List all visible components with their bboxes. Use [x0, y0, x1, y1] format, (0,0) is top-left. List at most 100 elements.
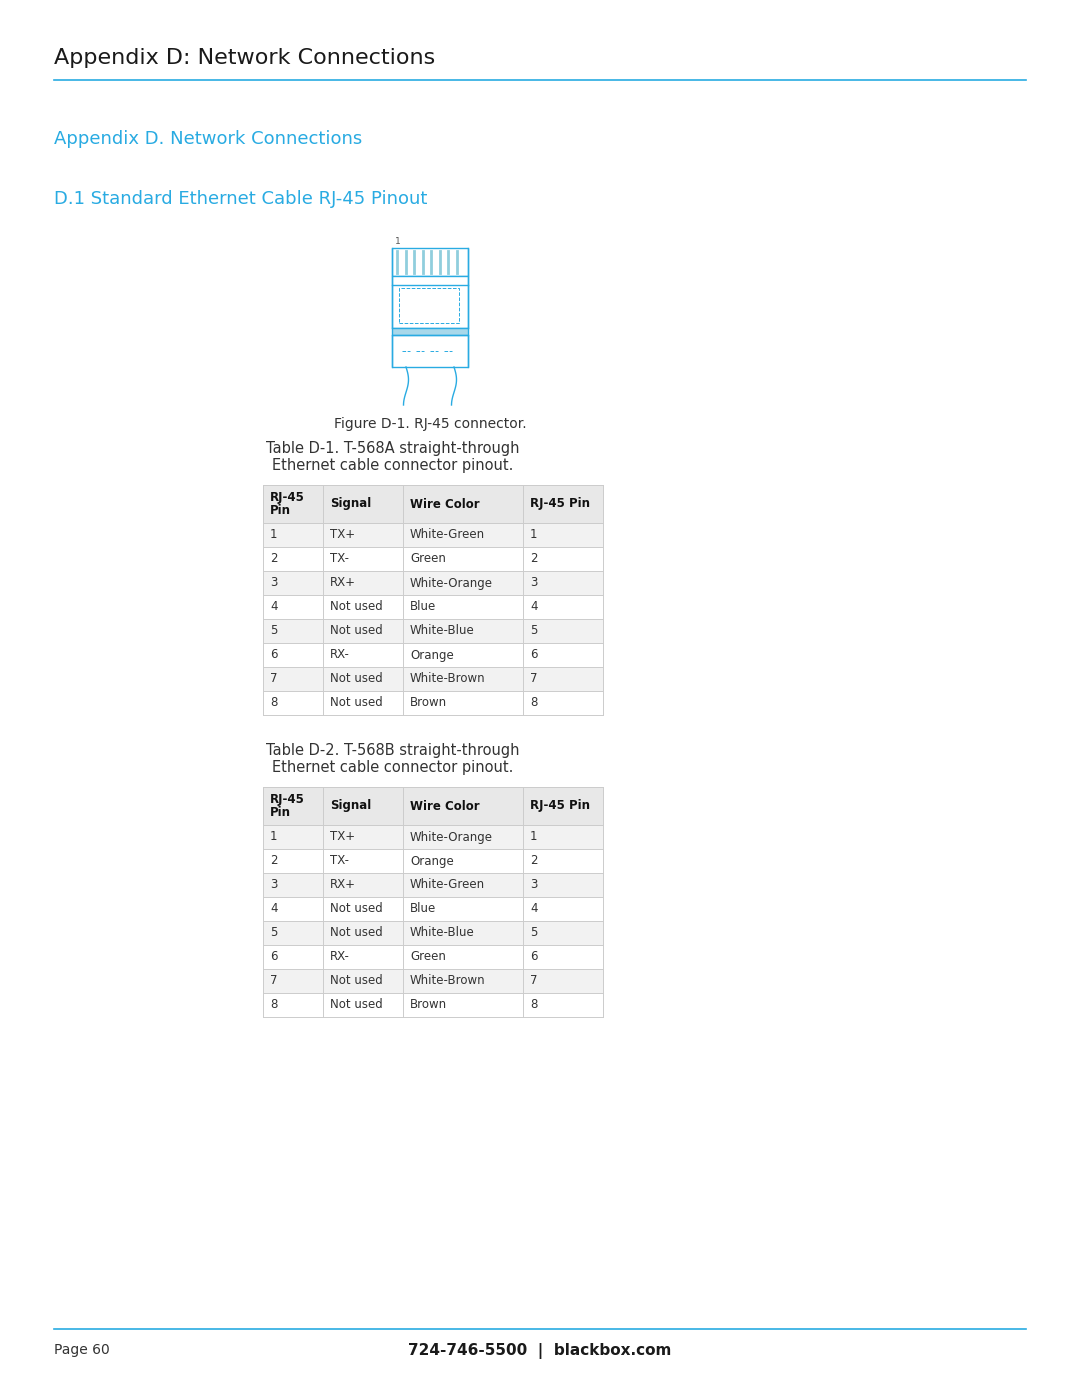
Text: Not used: Not used — [330, 697, 382, 710]
Text: 2: 2 — [270, 855, 278, 868]
Text: 3: 3 — [270, 879, 278, 891]
Bar — [264, 787, 603, 826]
Text: Page 60: Page 60 — [54, 1343, 110, 1356]
Bar — [392, 277, 468, 328]
Text: 7: 7 — [530, 975, 538, 988]
Text: 3: 3 — [270, 577, 278, 590]
Text: 8: 8 — [530, 697, 538, 710]
Text: Blue: Blue — [410, 902, 436, 915]
Text: White-Orange: White-Orange — [410, 830, 492, 844]
Text: Pin: Pin — [270, 504, 291, 517]
Bar — [264, 548, 603, 571]
Text: Not used: Not used — [330, 999, 382, 1011]
Text: Not used: Not used — [330, 624, 382, 637]
Bar — [264, 849, 603, 873]
Text: Pin: Pin — [270, 806, 291, 820]
Bar — [392, 335, 468, 367]
Text: Appendix D. Network Connections: Appendix D. Network Connections — [54, 130, 362, 148]
Text: 7: 7 — [530, 672, 538, 686]
Text: 4: 4 — [530, 902, 538, 915]
Text: Signal: Signal — [330, 799, 372, 813]
Bar — [264, 595, 603, 619]
Text: 1: 1 — [270, 528, 278, 542]
Text: Not used: Not used — [330, 672, 382, 686]
Text: 6: 6 — [530, 648, 538, 662]
Text: RJ-45: RJ-45 — [270, 492, 305, 504]
Text: 8: 8 — [530, 999, 538, 1011]
Text: White-Blue: White-Blue — [410, 624, 475, 637]
Text: White-Brown: White-Brown — [410, 975, 486, 988]
Text: Green: Green — [410, 950, 446, 964]
Text: RX+: RX+ — [330, 879, 356, 891]
Bar — [264, 619, 603, 643]
Bar — [392, 249, 468, 277]
Text: 5: 5 — [530, 624, 538, 637]
Text: 5: 5 — [530, 926, 538, 940]
Text: 2: 2 — [530, 855, 538, 868]
Text: White-Brown: White-Brown — [410, 672, 486, 686]
Bar — [264, 522, 603, 548]
Text: Table D-1. T-568A straight-through: Table D-1. T-568A straight-through — [267, 441, 519, 455]
Text: Ethernet cable connector pinout.: Ethernet cable connector pinout. — [272, 458, 514, 474]
Text: 1: 1 — [530, 830, 538, 844]
Text: 1: 1 — [270, 830, 278, 844]
Text: Orange: Orange — [410, 855, 454, 868]
Text: Orange: Orange — [410, 648, 454, 662]
Text: 1: 1 — [530, 528, 538, 542]
Text: 8: 8 — [270, 999, 278, 1011]
Text: Brown: Brown — [410, 999, 447, 1011]
Bar — [399, 288, 459, 323]
Text: Green: Green — [410, 552, 446, 566]
Text: Not used: Not used — [330, 601, 382, 613]
Text: 3: 3 — [530, 879, 538, 891]
Bar — [264, 485, 603, 522]
Text: 4: 4 — [270, 601, 278, 613]
Text: RX+: RX+ — [330, 577, 356, 590]
Text: RJ-45 Pin: RJ-45 Pin — [530, 497, 590, 510]
Text: TX+: TX+ — [330, 830, 355, 844]
Text: TX-: TX- — [330, 855, 349, 868]
Text: Wire Color: Wire Color — [410, 497, 480, 510]
Bar — [264, 643, 603, 666]
Text: Table D-2. T-568B straight-through: Table D-2. T-568B straight-through — [267, 743, 519, 759]
Text: 1: 1 — [395, 237, 401, 246]
Text: Not used: Not used — [330, 926, 382, 940]
Text: 4: 4 — [270, 902, 278, 915]
Text: RX-: RX- — [330, 648, 350, 662]
Bar — [264, 970, 603, 993]
Text: Ethernet cable connector pinout.: Ethernet cable connector pinout. — [272, 760, 514, 775]
Text: Figure D-1. RJ-45 connector.: Figure D-1. RJ-45 connector. — [334, 416, 526, 432]
Text: 2: 2 — [270, 552, 278, 566]
Text: D.1 Standard Ethernet Cable RJ-45 Pinout: D.1 Standard Ethernet Cable RJ-45 Pinout — [54, 190, 428, 208]
Text: 5: 5 — [270, 926, 278, 940]
Text: White-Orange: White-Orange — [410, 577, 492, 590]
Text: RX-: RX- — [330, 950, 350, 964]
Text: White-Green: White-Green — [410, 879, 485, 891]
Text: Wire Color: Wire Color — [410, 799, 480, 813]
Text: White-Green: White-Green — [410, 528, 485, 542]
Text: RJ-45 Pin: RJ-45 Pin — [530, 799, 590, 813]
Bar — [264, 993, 603, 1017]
Bar — [264, 571, 603, 595]
Text: Blue: Blue — [410, 601, 436, 613]
Text: TX-: TX- — [330, 552, 349, 566]
Bar — [264, 944, 603, 970]
Text: 5: 5 — [270, 624, 278, 637]
Bar — [392, 328, 468, 335]
Text: 6: 6 — [270, 648, 278, 662]
Text: TX+: TX+ — [330, 528, 355, 542]
Bar — [264, 666, 603, 692]
Text: Brown: Brown — [410, 697, 447, 710]
Text: 4: 4 — [530, 601, 538, 613]
Bar — [264, 873, 603, 897]
Text: RJ-45: RJ-45 — [270, 793, 305, 806]
Text: 8: 8 — [270, 697, 278, 710]
Text: 7: 7 — [270, 975, 278, 988]
Text: Appendix D: Network Connections: Appendix D: Network Connections — [54, 47, 435, 68]
Bar — [264, 921, 603, 944]
Text: Not used: Not used — [330, 902, 382, 915]
Text: Signal: Signal — [330, 497, 372, 510]
Text: 3: 3 — [530, 577, 538, 590]
Bar — [264, 897, 603, 921]
Text: 6: 6 — [530, 950, 538, 964]
